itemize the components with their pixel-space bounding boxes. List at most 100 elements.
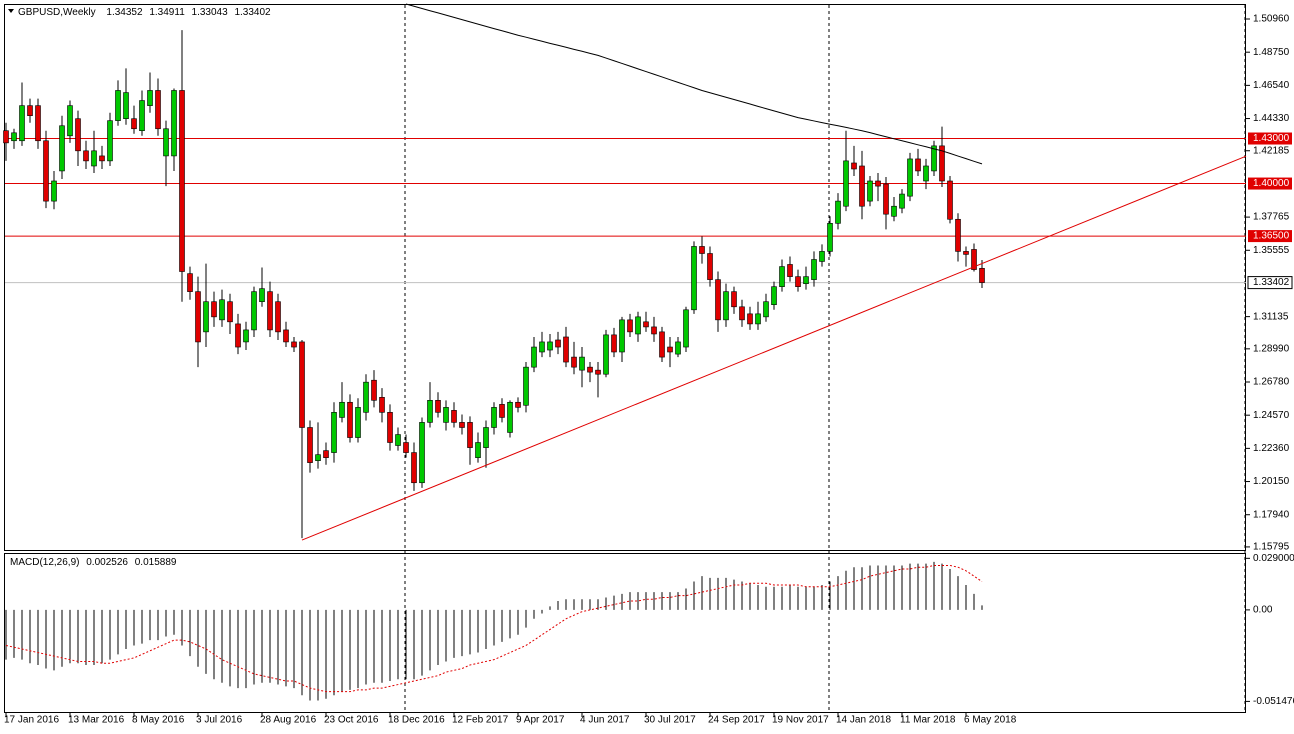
candle-body [131, 118, 137, 130]
candle-body [355, 407, 361, 438]
candle-body [771, 286, 777, 305]
candle-body [179, 90, 185, 272]
candle-body [483, 427, 489, 448]
candle-body [979, 268, 985, 283]
candle-body [843, 160, 849, 207]
candle-body [699, 246, 705, 254]
x-tick-label: 9 Apr 2017 [516, 715, 565, 726]
candle-body [683, 309, 689, 348]
signal-last: 0.015889 [135, 557, 177, 568]
candle-body [739, 306, 745, 321]
candle-body [211, 301, 217, 318]
candle-body [275, 301, 281, 333]
candle-body [43, 140, 49, 202]
level-label-box [1248, 230, 1292, 243]
candle-body [515, 401, 521, 408]
x-tick-label: 4 Jun 2017 [580, 715, 630, 726]
candle-body [643, 321, 649, 328]
y-tick-label: 1.50960 [1253, 14, 1290, 25]
candle-body [787, 264, 793, 277]
candle-body [819, 251, 825, 262]
candle-body [291, 341, 297, 348]
x-tick-label: 18 Dec 2016 [388, 715, 445, 726]
y-tick-label: 1.17940 [1253, 509, 1290, 520]
x-tick-label: 6 May 2018 [964, 715, 1017, 726]
menu-triangle [8, 9, 14, 13]
candle-body [155, 90, 161, 130]
y-tick-label: 1.28990 [1253, 343, 1290, 354]
candle-body [251, 291, 257, 331]
candle-body [755, 313, 761, 325]
candle-body [67, 105, 73, 137]
plot-area: 1.50960 1.48750 1.46540 1.44330 1.42185 1.377… [3, 3, 1294, 726]
x-tick-label: 13 Mar 2016 [68, 715, 125, 726]
candle-body [563, 336, 569, 363]
candle-body [299, 341, 305, 428]
candle-body [75, 118, 81, 152]
candle-body [835, 200, 841, 224]
candle-body [859, 165, 865, 207]
candle-body [595, 369, 601, 375]
level-label-box [1248, 177, 1292, 190]
candle-body [459, 422, 465, 428]
candle-body [467, 422, 473, 448]
candle-body [99, 155, 105, 162]
candle-body [419, 422, 425, 484]
candle-body [907, 158, 913, 197]
x-tick-label: 11 Mar 2018 [900, 715, 956, 726]
candle-body [315, 454, 321, 461]
candle-body [795, 276, 801, 287]
candle-body [891, 205, 897, 217]
candle-body [971, 249, 977, 270]
candle-body [491, 407, 497, 428]
macd-panel [4, 553, 1246, 713]
chart-header: GBPUSD,Weekly 1.34352 1.34911 1.33043 1.… [18, 7, 271, 18]
candle-body [747, 313, 753, 325]
candle-body [723, 291, 729, 321]
candle-body [203, 301, 209, 333]
y-tick-label: 1.20150 [1253, 476, 1290, 487]
level-label: 1.36500 [1253, 231, 1290, 242]
candle-body [947, 180, 953, 220]
level-label-box [1248, 132, 1292, 145]
current-price-label: 1.33402 [1253, 277, 1290, 288]
candle-body [451, 410, 457, 423]
candle-body [507, 401, 513, 433]
x-tick-label: 14 Jan 2018 [836, 715, 891, 726]
candle-body [619, 319, 625, 353]
candle-body [627, 319, 633, 333]
candle-body [11, 132, 17, 142]
candle-body [59, 125, 65, 172]
candle-body [91, 150, 97, 167]
level-label: 1.43000 [1253, 133, 1290, 144]
candle-body [427, 400, 433, 423]
candle-body [283, 329, 289, 343]
candle-body [51, 180, 57, 202]
candle-body [107, 120, 113, 162]
candle-body [931, 145, 937, 172]
header-high: 1.34911 [149, 7, 185, 18]
price-panel [4, 4, 1246, 551]
candle-body [923, 165, 929, 182]
macd-header: MACD(12,26,9) 0.002526 0.015889 [10, 557, 177, 568]
x-tick-label: 17 Jan 2016 [4, 715, 59, 726]
candle-body [347, 401, 353, 438]
candle-body [659, 331, 665, 358]
candle-body [555, 339, 561, 348]
macd-signal [5, 564, 983, 693]
x-tick-label: 28 Aug 2016 [260, 715, 317, 726]
candle-body [531, 346, 537, 368]
candle-body [731, 291, 737, 308]
candle-body [267, 291, 273, 331]
candle-body [235, 323, 241, 348]
x-tick-label: 8 May 2016 [132, 715, 185, 726]
x-tick-label: 30 Jul 2017 [644, 715, 696, 726]
candle-body [883, 183, 889, 215]
candle-body [123, 92, 129, 119]
x-tick-label: 23 Oct 2016 [324, 715, 379, 726]
macd-y-tick-label: 0.00 [1253, 605, 1273, 616]
candle-body [147, 90, 153, 106]
candle-body [187, 273, 193, 292]
y-tick-label: 1.48750 [1253, 47, 1290, 58]
candle-body [371, 379, 377, 401]
